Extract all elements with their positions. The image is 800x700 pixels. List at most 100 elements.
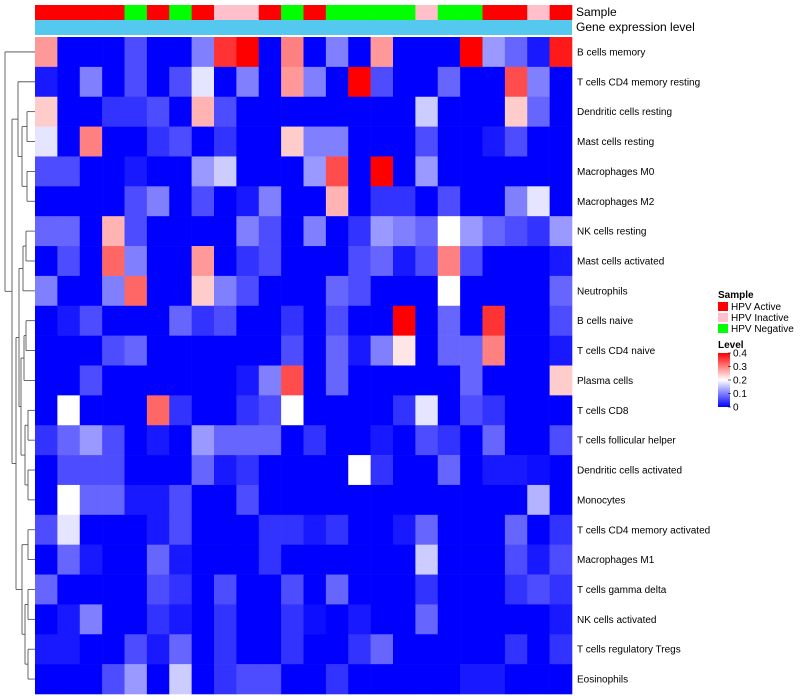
heatmap-cell — [191, 186, 215, 217]
heatmap-cell — [124, 37, 148, 68]
sample-annotation-cell — [437, 5, 461, 20]
heatmap-cell — [348, 186, 371, 217]
heatmap-cell — [146, 246, 170, 277]
heatmap-cell — [169, 37, 192, 68]
heatmap-cell — [482, 305, 506, 336]
heatmap-cells — [35, 37, 573, 695]
heatmap-cell — [527, 455, 550, 486]
row-label: Eosinophils — [577, 675, 628, 686]
heatmap-cell — [370, 574, 394, 605]
heatmap-cell — [124, 275, 148, 307]
heatmap-cell — [504, 395, 528, 426]
heatmap-cell — [214, 186, 237, 217]
heatmap-cell — [35, 126, 58, 157]
heatmap-cell — [191, 335, 215, 366]
heatmap-cell — [35, 186, 58, 217]
heatmap-cell — [325, 514, 349, 545]
heatmap-cell — [258, 275, 282, 307]
heatmap-cell — [527, 664, 550, 695]
heatmap-cell — [124, 156, 148, 187]
heatmap-cell — [303, 156, 327, 187]
sample-annotation-cell — [549, 5, 573, 20]
heatmap-cell — [527, 365, 550, 396]
heatmap-cell — [325, 544, 349, 575]
heatmap-cell — [281, 275, 304, 307]
heatmap-cell — [35, 156, 58, 187]
heatmap-cell — [415, 126, 439, 157]
heatmap-cell — [258, 514, 282, 545]
heatmap-cell — [504, 574, 528, 605]
heatmap-cell — [393, 544, 416, 575]
heatmap-cell — [460, 395, 483, 426]
heatmap-cell — [258, 66, 282, 98]
heatmap-cell — [549, 275, 573, 307]
heatmap-cell — [527, 305, 550, 336]
heatmap-cell — [191, 66, 215, 98]
heatmap-cell — [504, 305, 528, 336]
heatmap-cell — [124, 634, 148, 665]
heatmap-cell — [281, 305, 304, 336]
heatmap-cell — [325, 425, 349, 456]
heatmap-cell — [527, 96, 550, 127]
heatmap-cell — [258, 664, 282, 695]
legend-tick-label: 0.2 — [733, 376, 747, 387]
heatmap-cell — [258, 634, 282, 665]
heatmap-cell — [281, 395, 304, 426]
heatmap-cell — [348, 37, 371, 68]
heatmap-cell — [504, 186, 528, 217]
heatmap-cell — [57, 484, 81, 516]
heatmap-cell — [303, 634, 327, 665]
sample-annotation-cell — [191, 5, 215, 20]
heatmap-cell — [281, 156, 304, 187]
heatmap-cell — [169, 455, 192, 486]
heatmap-cell — [146, 66, 170, 98]
heatmap-cell — [303, 365, 327, 396]
heatmap-cell — [415, 335, 439, 366]
heatmap-cell — [415, 604, 439, 635]
heatmap-cell — [258, 604, 282, 635]
heatmap-cell — [303, 216, 327, 247]
heatmap-cell — [214, 66, 237, 98]
heatmap-cell — [214, 305, 237, 336]
row-label: B cells naive — [577, 316, 634, 327]
heatmap-cell — [214, 96, 237, 127]
sample-annotation-cell — [504, 5, 528, 20]
heatmap-cell — [169, 275, 192, 307]
heatmap-cell — [549, 186, 573, 217]
heatmap-cell — [57, 664, 81, 695]
heatmap-cell — [415, 66, 439, 98]
heatmap-cell — [191, 455, 215, 486]
legend-sample-title: Sample — [718, 290, 754, 301]
heatmap-cell — [393, 37, 416, 68]
heatmap-cell — [57, 395, 81, 426]
heatmap-cell — [482, 455, 506, 486]
heatmap-cell — [102, 514, 125, 545]
heatmap-cell — [124, 664, 148, 695]
heatmap-cell — [460, 365, 483, 396]
heatmap-cell — [214, 574, 237, 605]
heatmap-cell — [214, 664, 237, 695]
heatmap-cell — [236, 216, 260, 247]
heatmap-cell — [549, 604, 573, 635]
heatmap-cell — [437, 514, 461, 545]
heatmap-cell — [415, 514, 439, 545]
heatmap-cell — [549, 216, 573, 247]
heatmap-cell — [124, 365, 148, 396]
heatmap-cell — [370, 544, 394, 575]
heatmap-cell — [146, 37, 170, 68]
heatmap-cell — [191, 275, 215, 307]
heatmap-cell — [460, 216, 483, 247]
heatmap-cell — [303, 484, 327, 516]
row-label: T cells CD4 memory activated — [577, 525, 710, 536]
heatmap-cell — [415, 365, 439, 396]
sample-annotation-cell — [146, 5, 170, 20]
heatmap-cell — [124, 66, 148, 98]
row-labels: B cells memory T cells CD4 memory resting… — [577, 47, 710, 685]
heatmap-cell — [549, 365, 573, 396]
heatmap-cell — [393, 216, 416, 247]
heatmap-cell — [303, 395, 327, 426]
heatmap-cell — [57, 275, 81, 307]
heatmap-cell — [35, 37, 58, 68]
heatmap-cell — [460, 275, 483, 307]
heatmap-cell — [35, 484, 58, 516]
